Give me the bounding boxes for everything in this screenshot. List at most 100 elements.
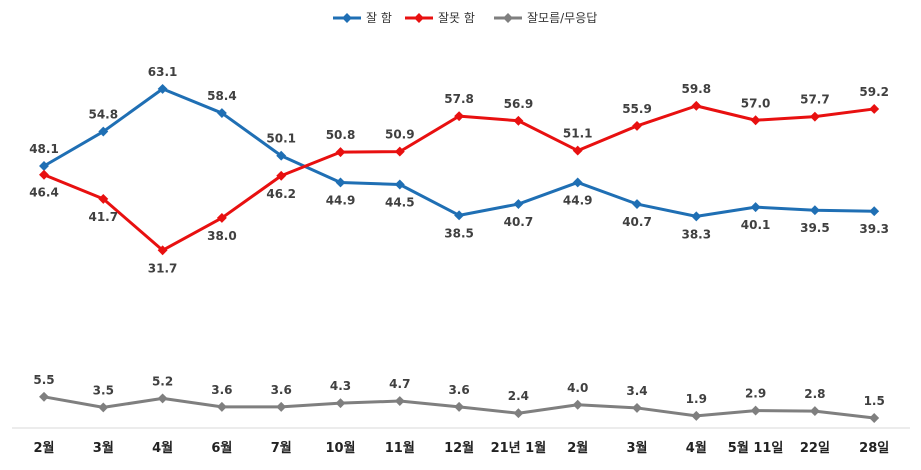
data-point-marker [513,199,524,209]
data-label: 39.3 [859,222,889,236]
x-axis: 2월 3월 4월 6월 7월 10월 11월 12월 21년 1월 2월 3월 4월 5월 11일 22일… [33,440,889,456]
data-label: 40.7 [504,215,534,229]
data-point-marker [157,393,168,404]
data-label: 57.8 [444,92,474,106]
data-label: 46.4 [29,186,59,200]
x-tick-label: 22일 [800,441,830,456]
legend: 잘 함 잘못 함 잘모름/무응답 [333,11,597,25]
series-layer [39,83,880,423]
data-point-marker [335,177,346,188]
data-point-marker [809,205,820,216]
data-point-marker [513,115,524,126]
data-label: 3.6 [271,383,292,397]
data-point-marker [750,115,761,126]
data-point-marker [632,402,642,413]
data-label: 39.5 [800,221,830,235]
data-label: 44.9 [326,193,356,207]
data-label: 3.6 [448,383,469,397]
x-tick-label: 2월 [33,440,54,456]
data-label: 50.8 [326,128,356,142]
data-point-marker [632,120,642,131]
data-point-marker [276,150,287,161]
legend-label: 잘모름/무응답 [527,11,597,25]
data-label: 44.5 [385,196,415,210]
data-point-marker [276,401,287,412]
data-point-marker [157,245,168,256]
data-point-marker [750,405,761,416]
x-tick-label: 4월 [152,440,173,456]
data-point-marker [98,193,109,204]
data-label: 40.7 [622,215,652,229]
data-label: 3.4 [626,384,647,398]
data-point-marker [572,177,583,188]
data-point-marker [216,212,227,223]
data-point-marker [394,396,405,406]
data-label: 51.1 [563,127,593,141]
data-label: 57.7 [800,93,830,107]
data-label: 44.9 [563,193,593,207]
x-tick-label: 3월 [93,440,114,456]
legend-label: 잘 함 [366,11,392,25]
x-tick-label: 10월 [325,440,355,456]
data-point-marker [869,413,880,423]
data-label: 4.7 [389,377,410,391]
x-tick-label: 2월 [567,440,588,456]
legend-label: 잘못 함 [438,11,475,25]
data-point-marker [454,210,465,221]
data-label: 63.1 [148,65,178,79]
data-label: 3.5 [93,383,114,397]
data-point-marker [394,146,405,157]
data-label: 56.9 [504,97,534,111]
data-label: 46.2 [266,187,296,201]
data-label: 38.5 [444,226,474,240]
data-label: 4.0 [567,381,588,395]
data-label: 50.1 [266,132,296,146]
data-label: 50.9 [385,128,415,142]
x-tick-label: 4월 [686,440,707,456]
data-label: 1.5 [864,394,885,408]
data-label: 1.9 [686,392,707,406]
x-tick-label: 6월 [211,440,232,456]
x-tick-label: 11월 [385,440,415,456]
data-point-marker [869,103,880,114]
data-point-marker [335,398,346,409]
data-label: 2.8 [804,387,825,401]
x-tick-label: 21년 1월 [491,440,547,456]
data-label: 38.0 [207,229,237,243]
data-labels: 48.1 54.8 63.1 58.4 50.1 44.9 44.5 38.5 40.7 44.9… [29,65,889,408]
data-label: 41.7 [88,210,118,224]
data-label: 59.2 [859,85,889,99]
legend-marker [414,13,424,23]
data-point-marker [572,399,583,410]
legend-marker [342,13,352,23]
data-label: 3.6 [211,383,232,397]
data-point-marker [335,147,346,158]
data-label: 55.9 [622,102,652,116]
data-point-marker [513,408,524,419]
data-label: 59.8 [681,82,711,96]
data-point-marker [691,410,702,421]
data-point-marker [632,199,642,209]
data-label: 5.2 [152,374,173,388]
legend-marker [503,13,513,23]
data-label: 2.9 [745,387,766,401]
data-point-marker [157,83,168,94]
data-label: 31.7 [148,261,178,275]
data-point-marker [98,126,109,137]
x-tick-label: 7월 [271,440,292,456]
data-label: 48.1 [29,142,59,156]
data-point-marker [454,401,465,412]
data-label: 5.5 [33,373,54,387]
data-point-marker [39,391,49,402]
data-point-marker [869,206,880,217]
data-point-marker [216,401,227,412]
data-point-marker [691,100,702,111]
data-label: 54.8 [88,108,118,122]
data-point-marker [572,145,583,156]
data-label: 57.0 [741,96,771,110]
x-tick-label: 28일 [859,441,889,456]
data-point-marker [750,202,761,213]
data-point-marker [691,211,702,222]
data-point-marker [809,111,820,122]
